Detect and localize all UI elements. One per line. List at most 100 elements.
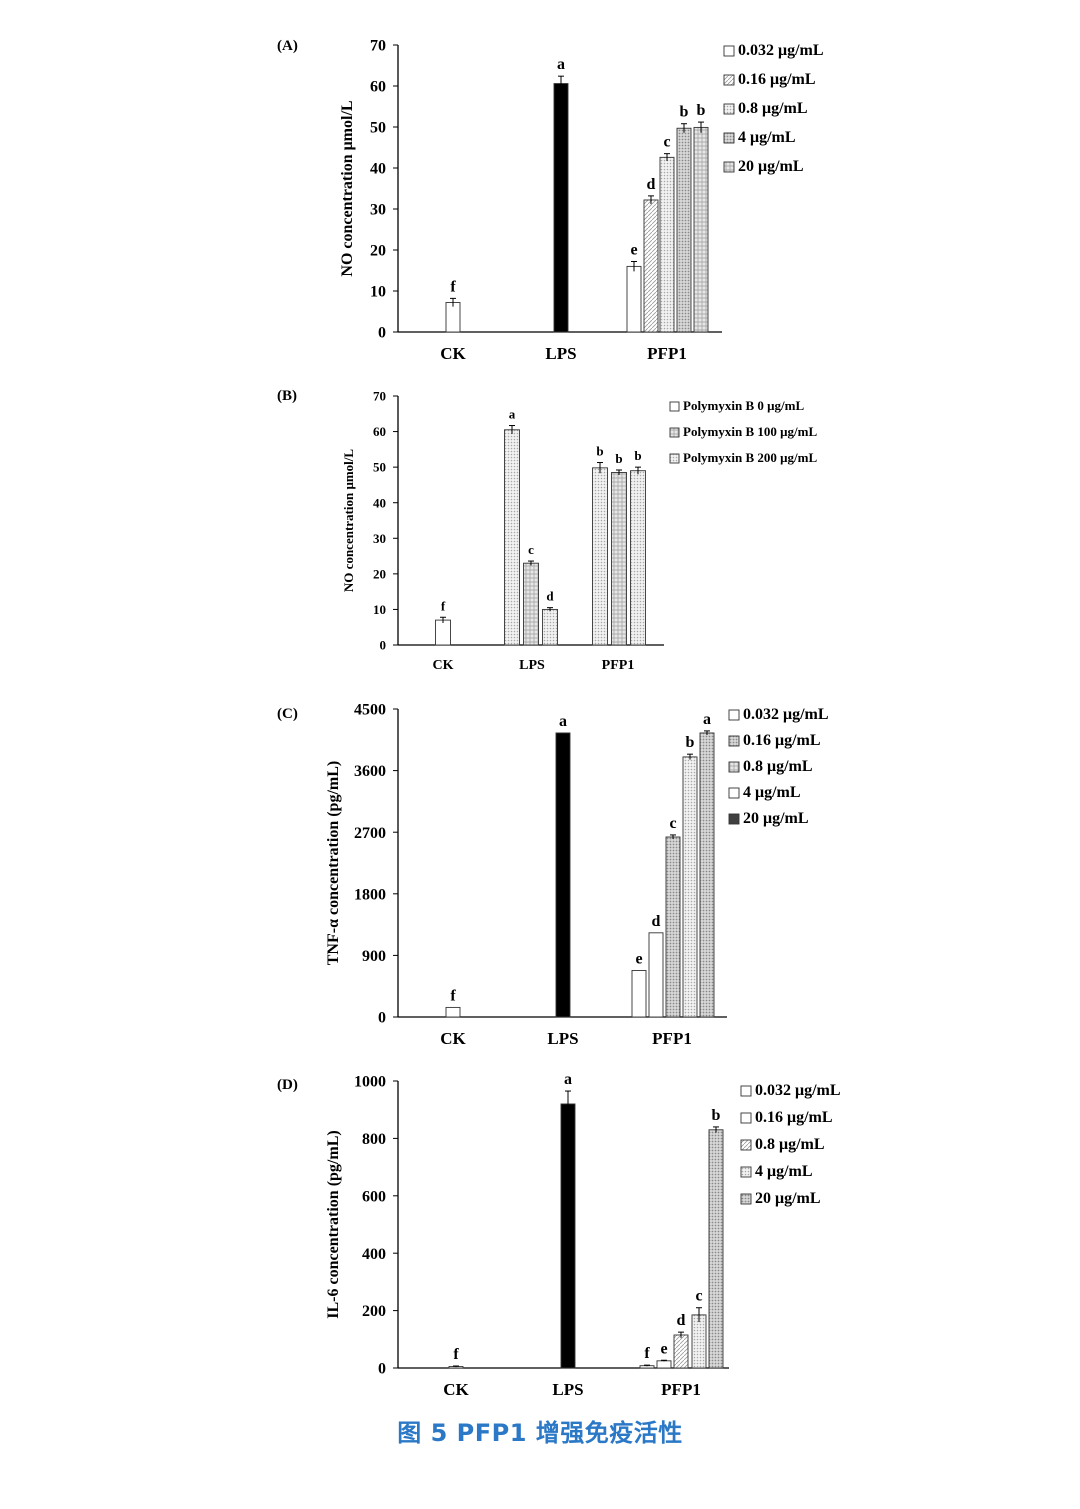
panel-d-y-tick-label: 1000 xyxy=(354,1074,386,1091)
panel-c-bar xyxy=(648,932,664,1018)
panel-d-y-tick-label: 400 xyxy=(362,1246,386,1263)
panel-c-bar xyxy=(665,836,681,1018)
panel-b-x-category-label: CK xyxy=(433,658,454,673)
panel-b-significance-label: f xyxy=(441,598,446,613)
panel-d-y-tick-label: 0 xyxy=(378,1361,386,1378)
panel-a-x-category-label: PFP1 xyxy=(647,344,687,363)
panel-b-legend-label: Polymyxin B 100 μg/mL xyxy=(683,424,817,439)
panel-b-bar xyxy=(523,562,539,646)
panel-d-x-category-label: CK xyxy=(443,1380,469,1399)
panel-a-significance-label: a xyxy=(557,56,565,73)
panel-c-y-axis-label: TNF-α concentration (pg/mL) xyxy=(325,761,342,965)
panel-b-x-category-label: PFP1 xyxy=(602,658,635,673)
panel-d-significance-label: e xyxy=(660,1340,667,1357)
panel-c-legend-swatch xyxy=(728,787,740,799)
panel-a-y-axis-label: NO concentration μmol/L xyxy=(339,100,356,276)
panel-a-y-tick-label: 20 xyxy=(370,243,386,260)
panel-b-legend-swatch xyxy=(669,453,680,464)
panel-b-x-category-label: LPS xyxy=(519,658,545,673)
panel-c-significance-label: f xyxy=(450,987,456,1004)
panel-d-legend-label: 0.16 μg/mL xyxy=(755,1109,833,1126)
panel-d-legend-label: 20 μg/mL xyxy=(755,1190,821,1207)
panel-c-legend-label: 0.16 μg/mL xyxy=(743,732,821,749)
panel-c-legend-swatch xyxy=(728,813,740,825)
panel-a-significance-label: d xyxy=(647,176,656,193)
panel-d-significance-label: d xyxy=(677,1312,686,1329)
panel-c-legend-swatch xyxy=(728,735,740,747)
panel-c-y-tick-label: 0 xyxy=(378,1010,386,1027)
panel-b-bar xyxy=(592,467,608,646)
panel-b-y-tick-label: 60 xyxy=(373,424,386,439)
panel-c-y-tick-label: 900 xyxy=(362,948,386,965)
panel-b-bar xyxy=(435,619,451,646)
panel-c-bar xyxy=(631,970,647,1018)
panel-a-bar xyxy=(676,127,692,333)
panel-a-legend-label: 20 μg/mL xyxy=(738,158,804,175)
panel-d-y-tick-label: 200 xyxy=(362,1303,386,1320)
panel-c-legend-swatch xyxy=(728,761,740,773)
panel-d-y-tick-label: 600 xyxy=(362,1188,386,1205)
panel-a-legend-swatch xyxy=(723,132,735,144)
panel-c-bar xyxy=(555,732,571,1018)
panel-d-significance-label: a xyxy=(564,1071,572,1088)
panel-b-y-axis-label: NO concentration μmol/L xyxy=(341,449,356,592)
panel-a-y-tick-label: 50 xyxy=(370,120,386,137)
panel-c-significance-label: b xyxy=(686,734,695,751)
panel-a-y-tick-label: 0 xyxy=(378,325,386,342)
panel-b-bar xyxy=(611,472,627,646)
panel-d-significance-label: c xyxy=(695,1288,702,1305)
panel-b-significance-label: b xyxy=(634,448,641,463)
panel-c-legend-label: 4 μg/mL xyxy=(743,784,801,801)
panel-d-bar xyxy=(656,1360,672,1369)
panel-b-y-tick-label: 70 xyxy=(373,389,386,404)
panel-d-significance-label: f xyxy=(644,1345,650,1362)
panel-a-significance-label: f xyxy=(450,278,456,295)
panel-d-legend-swatch xyxy=(740,1112,752,1124)
panel-d-bar xyxy=(691,1314,707,1369)
panel-a-bar xyxy=(693,126,709,333)
panel-a-significance-label: c xyxy=(663,134,670,151)
panel-d-y-tick-label: 800 xyxy=(362,1131,386,1148)
panel-a-bar xyxy=(553,83,569,333)
panel-b-bar xyxy=(542,608,558,646)
panel-c-y-tick-label: 4500 xyxy=(354,702,386,719)
panel-c-significance-label: d xyxy=(652,913,661,930)
panel-c-significance-label: e xyxy=(635,950,642,967)
panel-d-legend-swatch xyxy=(740,1193,752,1205)
panel-a-significance-label: e xyxy=(630,241,637,258)
panel-c-significance-label: a xyxy=(703,711,711,728)
panel-d-bar xyxy=(708,1129,724,1369)
panel-d-legend-label: 0.8 μg/mL xyxy=(755,1136,825,1153)
panel-b-label: (B) xyxy=(277,388,297,404)
panel-d-x-category-label: PFP1 xyxy=(661,1380,701,1399)
panel-a-x-category-label: CK xyxy=(440,344,466,363)
panel-a-y-tick-label: 60 xyxy=(370,79,386,96)
panel-d-legend-label: 0.032 μg/mL xyxy=(755,1082,841,1099)
panel-d-bar xyxy=(673,1334,689,1369)
panel-b-bar xyxy=(504,429,520,646)
panel-d-x-category-label: LPS xyxy=(552,1380,583,1399)
panel-a-legend-swatch xyxy=(723,103,735,115)
panel-b-y-tick-label: 30 xyxy=(373,531,386,546)
figure-caption: 图 5 PFP1 增强免疫活性 xyxy=(397,1419,683,1447)
panel-c-bar xyxy=(445,1006,461,1018)
panel-c-significance-label: c xyxy=(669,815,676,832)
panel-c-label: (C) xyxy=(277,706,298,722)
panel-c-significance-label: a xyxy=(559,713,567,730)
panel-a-y-tick-label: 70 xyxy=(370,38,386,55)
panel-b-significance-label: b xyxy=(596,444,603,459)
panel-b-y-tick-label: 50 xyxy=(373,460,386,475)
panel-b-legend-swatch xyxy=(669,427,680,438)
panel-a-bar xyxy=(445,302,461,333)
panel-a-legend-swatch xyxy=(723,161,735,173)
panel-a-y-tick-label: 40 xyxy=(370,161,386,178)
panel-d-label: (D) xyxy=(277,1077,298,1093)
panel-a-legend-label: 0.032 μg/mL xyxy=(738,42,824,59)
panel-b-legend-label: Polymyxin B 0 μg/mL xyxy=(683,398,804,413)
panel-b-bar xyxy=(630,470,646,646)
panel-b-y-tick-label: 0 xyxy=(380,638,387,653)
panel-a-y-tick-label: 30 xyxy=(370,202,386,219)
panel-a-y-tick-label: 10 xyxy=(370,284,386,301)
panel-a-bar xyxy=(659,156,675,333)
